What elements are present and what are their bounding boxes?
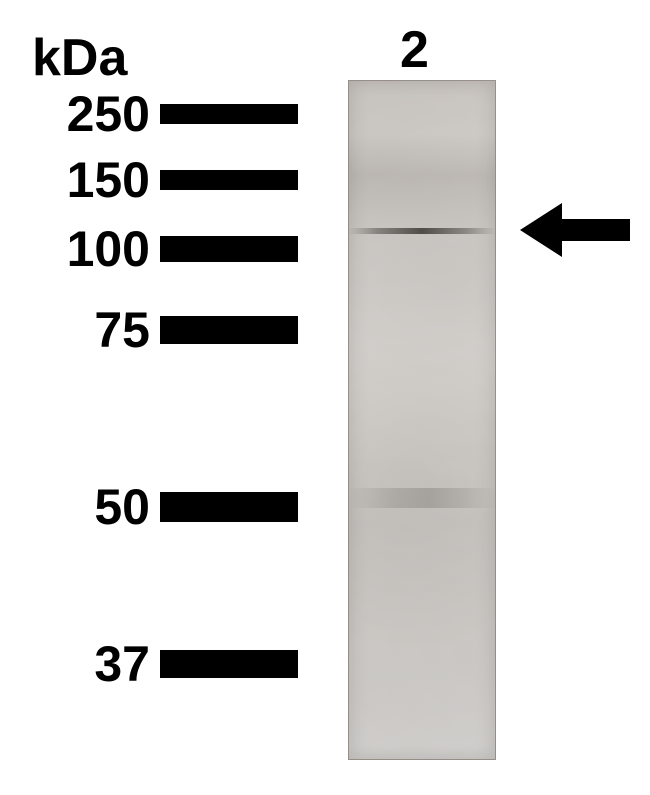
mw-label: 75 [10, 301, 150, 359]
blot-band [348, 488, 496, 508]
mw-label: 100 [10, 220, 150, 278]
mw-label: 37 [10, 635, 150, 693]
mw-label: 50 [10, 478, 150, 536]
indicator-arrow [520, 200, 630, 260]
mw-label: 150 [10, 151, 150, 209]
blot-lane [348, 80, 496, 760]
marker-band [160, 316, 298, 344]
arrow-icon [520, 200, 630, 260]
blot-band [348, 228, 496, 234]
marker-band [160, 170, 298, 190]
kda-header: kDa [32, 28, 127, 88]
mw-label: 250 [10, 85, 150, 143]
marker-band [160, 650, 298, 678]
blot-texture [348, 80, 496, 760]
marker-band [160, 236, 298, 262]
blot-figure: kDa 2 250 150 100 75 50 37 [0, 0, 650, 795]
lane-header: 2 [400, 20, 429, 80]
marker-band [160, 104, 298, 124]
marker-band [160, 492, 298, 522]
